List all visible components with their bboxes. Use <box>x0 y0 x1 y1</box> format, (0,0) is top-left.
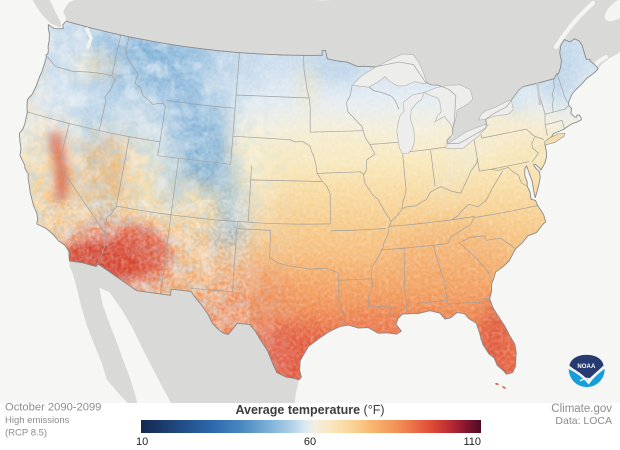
svg-text:10: 10 <box>136 436 148 448</box>
svg-text:(RCP 8.5): (RCP 8.5) <box>5 428 47 439</box>
svg-text:Data: LOCA: Data: LOCA <box>555 415 612 427</box>
svg-text:High emissions: High emissions <box>5 415 70 426</box>
svg-text:Average temperature (°F): Average temperature (°F) <box>235 403 384 417</box>
svg-text:NOAA: NOAA <box>577 364 596 370</box>
svg-text:October 2090-2099: October 2090-2099 <box>5 402 101 414</box>
svg-text:110: 110 <box>463 436 481 448</box>
svg-text:60: 60 <box>304 436 316 448</box>
svg-text:Climate.gov: Climate.gov <box>551 403 612 415</box>
